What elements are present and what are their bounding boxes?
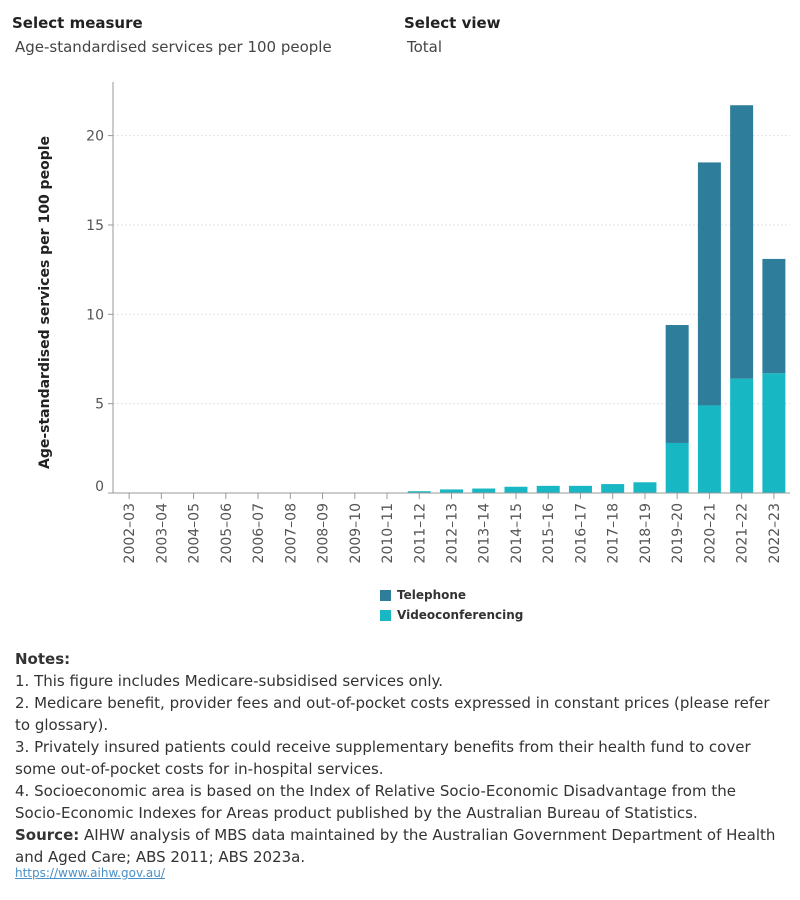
measure-filter-label: Select measure xyxy=(12,14,143,32)
x-tick-label: 2008–09 xyxy=(316,503,332,563)
legend: Telephone Videoconferencing xyxy=(380,585,523,625)
bar-videoconferencing-2022–23[interactable] xyxy=(762,373,786,493)
aihw-link[interactable]: https://www.aihw.gov.au/ xyxy=(15,866,165,880)
view-filter[interactable]: Select view Total xyxy=(404,14,501,56)
bar-videoconferencing-2017–18[interactable] xyxy=(601,484,625,493)
legend-swatch-videoconferencing xyxy=(380,609,391,621)
x-tick-label: 2011–12 xyxy=(412,503,428,563)
bar-telephone-2019–20[interactable] xyxy=(665,325,689,443)
bar-telephone-2022–23[interactable] xyxy=(762,258,786,374)
legend-swatch-telephone xyxy=(380,589,391,601)
source-note: Source: AIHW analysis of MBS data mainta… xyxy=(15,824,785,868)
axes: 0 5 10 15 20 2002–03 2003–04 2004–05 2005–06 2006… xyxy=(86,82,790,563)
view-filter-value[interactable]: Total xyxy=(407,38,443,56)
bars xyxy=(407,105,786,493)
notes: Notes: 1. This figure includes Medicare-… xyxy=(15,648,785,868)
x-tick-label: 2002–03 xyxy=(122,503,138,563)
bar-videoconferencing-2021–22[interactable] xyxy=(730,378,754,493)
bar-videoconferencing-2018–19[interactable] xyxy=(633,482,657,493)
y-tick-label: 10 xyxy=(86,307,104,323)
x-tick-label: 2015–16 xyxy=(541,503,557,564)
note-3: 3. Privately insured patients could rece… xyxy=(15,738,751,778)
x-tick-label: 2006–07 xyxy=(251,503,267,563)
bar-videoconferencing-2015–16[interactable] xyxy=(536,485,560,493)
x-tick-label: 2020–21 xyxy=(702,503,718,563)
x-tick-label: 2013–14 xyxy=(477,503,493,564)
source-label: Source: xyxy=(15,826,80,844)
bar-videoconferencing-2016–17[interactable] xyxy=(568,485,592,493)
x-tick-label: 2007–08 xyxy=(283,503,299,563)
legend-item-videoconferencing[interactable]: Videoconferencing xyxy=(380,605,523,625)
x-tick-label: 2005–06 xyxy=(219,503,235,564)
bar-videoconferencing-2013–14[interactable] xyxy=(472,488,496,493)
bar-videoconferencing-2019–20[interactable] xyxy=(665,442,689,493)
legend-label-videoconferencing: Videoconferencing xyxy=(397,608,524,622)
x-tick-label: 2019–20 xyxy=(670,503,686,563)
y-tick-label: 5 xyxy=(95,397,104,413)
x-tick-label: 2021–22 xyxy=(735,503,751,563)
view-filter-label: Select view xyxy=(404,14,501,32)
measure-filter[interactable]: Select measure Age-standardised services… xyxy=(12,14,332,56)
measure-filter-value[interactable]: Age-standardised services per 100 people xyxy=(15,38,332,56)
notes-heading: Notes: xyxy=(15,650,71,668)
x-tick-label: 2018–19 xyxy=(638,503,654,563)
bar-telephone-2021–22[interactable] xyxy=(730,105,754,379)
x-tick-label: 2004–05 xyxy=(187,503,203,563)
y-tick-label: 0 xyxy=(95,479,104,495)
x-tick-label: 2003–04 xyxy=(154,503,170,564)
y-tick-label: 20 xyxy=(86,129,104,145)
x-tick-label: 2017–18 xyxy=(606,503,622,563)
note-4: 4. Socioeconomic area is based on the In… xyxy=(15,782,736,822)
x-tick-label: 2016–17 xyxy=(573,503,589,563)
legend-item-telephone[interactable]: Telephone xyxy=(380,585,523,605)
bar-videoconferencing-2012–13[interactable] xyxy=(440,489,463,493)
source-text: AIHW analysis of MBS data maintained by … xyxy=(15,826,776,866)
bar-videoconferencing-2020–21[interactable] xyxy=(697,405,721,493)
legend-label-telephone: Telephone xyxy=(397,588,467,602)
x-tick-label: 2014–15 xyxy=(509,503,525,563)
x-tick-label: 2010–11 xyxy=(380,503,396,563)
note-2: 2. Medicare benefit, provider fees and o… xyxy=(15,694,770,734)
x-tick-label: 2012–13 xyxy=(445,503,461,563)
note-1: 1. This figure includes Medicare-subsidi… xyxy=(15,672,444,690)
x-tick-label: 2022–23 xyxy=(767,503,783,563)
y-axis-label: Age-standardised services per 100 people xyxy=(37,136,53,469)
x-tick-label: 2009–10 xyxy=(348,503,364,563)
bar-telephone-2020–21[interactable] xyxy=(697,162,721,406)
y-tick-label: 15 xyxy=(86,218,104,234)
bar-videoconferencing-2011–12[interactable] xyxy=(407,491,431,493)
bar-chart: 0 5 10 15 20 2002–03 2003–04 2004–05 2005–06 2006… xyxy=(37,82,790,563)
bar-videoconferencing-2014–15[interactable] xyxy=(504,486,528,493)
